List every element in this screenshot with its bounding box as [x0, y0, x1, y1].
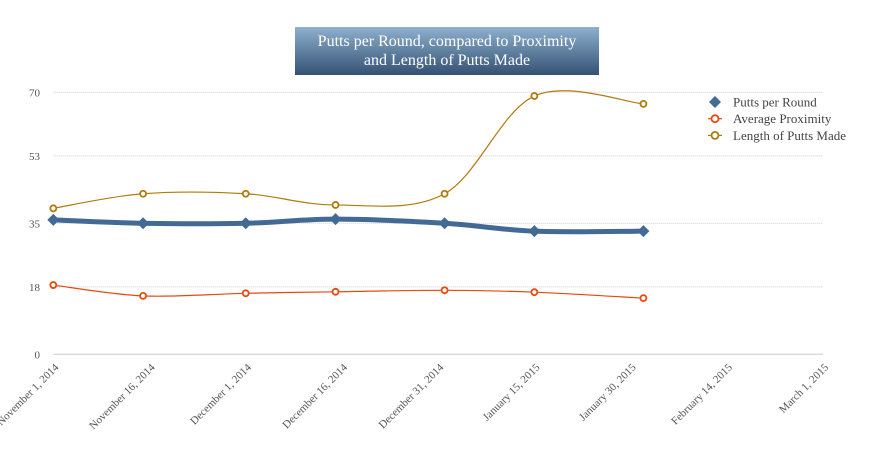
chart-title: Putts per Round, compared to Proximity a…: [295, 27, 599, 75]
data-point-circle: [241, 189, 250, 198]
data-point-diamond: [528, 225, 541, 238]
data-point-diamond: [47, 213, 60, 226]
x-tick-label: December 16, 2014: [280, 361, 350, 431]
x-tick-label: November 16, 2014: [87, 361, 158, 432]
data-point-circle: [139, 189, 147, 198]
chart-title-line-1: Putts per Round, compared to Proximity: [317, 33, 577, 50]
legend-label: Length of Putts Made: [733, 128, 846, 143]
y-tick-label: 35: [29, 218, 41, 230]
data-point-circle: [49, 204, 58, 213]
x-tick-label: February 14, 2015: [669, 361, 735, 427]
chart-title-line-2: and Length of Putts Made: [363, 52, 531, 69]
data-point-circle: [530, 288, 539, 297]
data-point-diamond: [137, 217, 150, 230]
data-point-diamond: [329, 213, 342, 226]
data-point-diamond: [438, 217, 451, 230]
data-point-circle: [639, 294, 648, 303]
legend-marker-circle: [710, 130, 720, 140]
y-tick-label: 70: [29, 87, 41, 99]
data-point-circle: [331, 201, 340, 209]
legend-label: Average Proximity: [733, 111, 832, 126]
y-tick-label: 0: [35, 349, 41, 361]
data-point-circle: [49, 281, 58, 289]
data-point-circle: [139, 292, 147, 300]
legend-marker-diamond: [709, 96, 721, 108]
data-point-circle: [440, 286, 449, 295]
data-point-circle: [440, 189, 449, 198]
y-tick-label: 18: [29, 282, 41, 294]
data-point-circle: [530, 92, 539, 100]
data-point-diamond: [239, 217, 252, 230]
x-tick-label: January 30, 2015: [577, 361, 639, 423]
y-tick-label: 53: [29, 151, 41, 163]
data-point-circle: [639, 100, 648, 108]
x-tick-label: December 31, 2014: [377, 361, 447, 431]
x-tick-label: December 1, 2014: [188, 361, 254, 427]
x-tick-label: November 1, 2014: [0, 361, 62, 428]
x-tick-label: March 1, 2015: [777, 361, 831, 415]
data-point-circle: [241, 289, 250, 298]
x-tick-label: January 15, 2015: [481, 361, 543, 423]
data-point-circle: [331, 287, 340, 296]
data-point-diamond: [637, 225, 650, 238]
legend-label: Putts per Round: [733, 95, 817, 110]
legend-marker-circle: [710, 114, 720, 124]
